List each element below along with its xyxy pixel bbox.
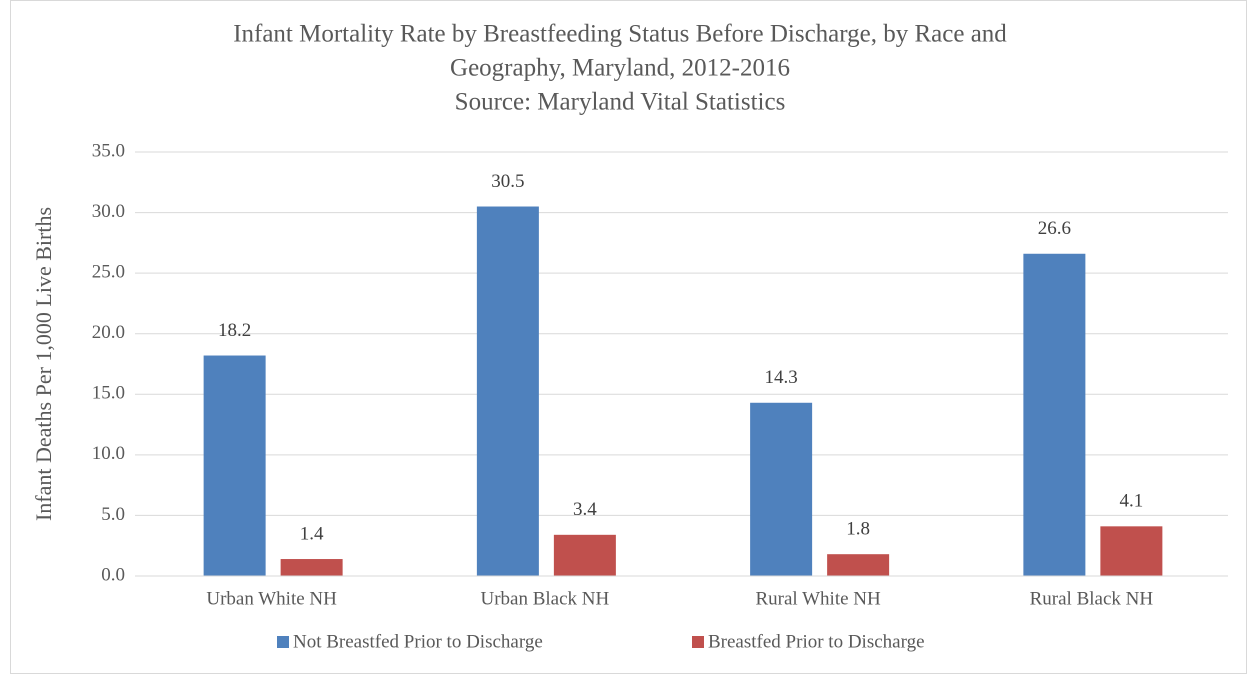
bar xyxy=(1100,526,1163,576)
data-label: 3.4 xyxy=(573,499,597,520)
x-tick-label: Rural White NH xyxy=(756,588,882,609)
legend-label: Breastfed Prior to Discharge xyxy=(708,631,925,652)
y-tick-label: 0.0 xyxy=(101,564,125,585)
data-label: 26.6 xyxy=(1038,218,1071,239)
bar xyxy=(203,355,266,576)
bar xyxy=(1023,253,1086,576)
data-label: 1.8 xyxy=(846,519,870,540)
y-tick-label: 20.0 xyxy=(92,322,125,343)
y-tick-label: 25.0 xyxy=(92,262,125,283)
bar xyxy=(476,206,539,576)
data-label: 4.1 xyxy=(1120,491,1144,512)
x-tick-label: Urban Black NH xyxy=(481,588,610,609)
y-tick-label: 35.0 xyxy=(92,140,125,161)
x-tick-label: Urban White NH xyxy=(206,588,337,609)
bar xyxy=(750,402,813,576)
y-tick-label: 15.0 xyxy=(92,383,125,404)
bar xyxy=(827,554,890,576)
data-label: 18.2 xyxy=(218,320,251,341)
chart-subtitle: Source: Maryland Vital Statistics xyxy=(455,89,786,116)
y-axis-label: Infant Deaths Per 1,000 Live Births xyxy=(31,207,56,521)
chart-title: Geography, Maryland, 2012-2016 xyxy=(450,55,790,82)
data-label: 30.5 xyxy=(491,171,524,192)
data-label: 14.3 xyxy=(765,367,798,388)
bar xyxy=(553,534,616,576)
legend-swatch xyxy=(692,636,704,648)
legend-label: Not Breastfed Prior to Discharge xyxy=(293,631,543,652)
y-tick-label: 30.0 xyxy=(92,201,125,222)
legend-swatch xyxy=(277,636,289,648)
bar xyxy=(280,559,343,576)
y-tick-label: 5.0 xyxy=(101,504,125,525)
chart-title: Infant Mortality Rate by Breastfeeding S… xyxy=(233,21,1007,48)
x-tick-label: Rural Black NH xyxy=(1030,588,1154,609)
data-label: 1.4 xyxy=(300,523,324,544)
y-tick-label: 10.0 xyxy=(92,443,125,464)
